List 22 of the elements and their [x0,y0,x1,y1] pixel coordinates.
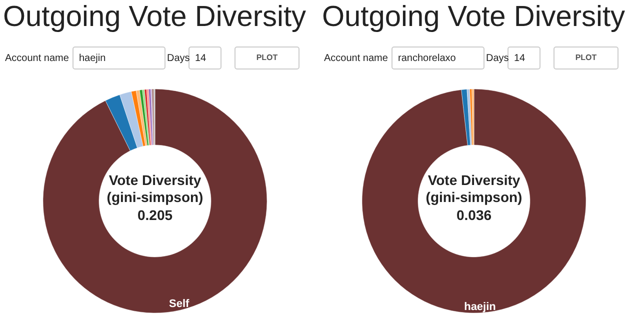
text: 14 [195,53,207,64]
text: Days [167,53,190,64]
slice-label: haejin [464,300,496,313]
text: 14 [514,53,526,64]
donut-slice [362,88,586,313]
chart-title: Outgoing Vote Diversity [322,1,626,33]
text: Vote Diversity [428,172,520,188]
text: haejin [79,53,106,64]
chart-title: Outgoing Vote Diversity [3,1,307,33]
text: (gini-simpson) [426,189,522,205]
text: (gini-simpson) [106,189,204,205]
slice-label: Self [169,298,190,310]
donut-slice [43,88,268,314]
text: 0.036 [456,207,492,223]
text: Days [486,53,509,64]
text: 0.205 [137,207,173,223]
text: PLOT [575,53,597,62]
text: Account name [5,53,70,64]
text: PLOT [256,53,278,62]
text: ranchorelaxo [398,53,456,64]
text: Vote Diversity [108,172,202,188]
text: Account name [324,53,388,64]
